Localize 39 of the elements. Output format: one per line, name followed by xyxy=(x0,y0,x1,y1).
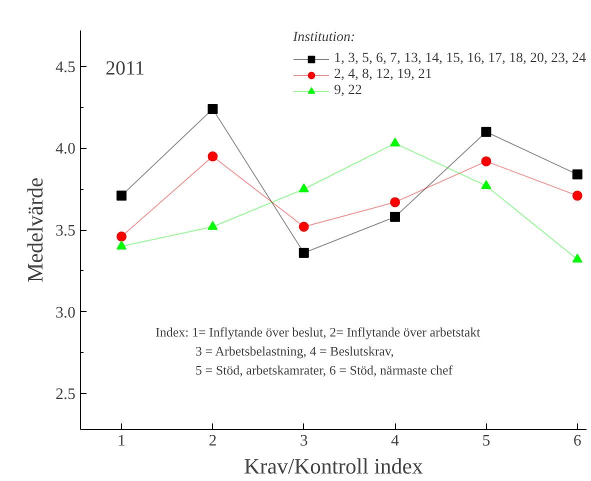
point xyxy=(390,138,400,146)
legend-title: Institution: xyxy=(293,30,356,46)
point xyxy=(208,221,218,230)
x-tick-label: 1 xyxy=(118,432,126,450)
legend-label: 2, 4, 8, 12, 19, 21 xyxy=(334,67,432,83)
legend-label: 1, 3, 5, 6, 7, 13, 14, 15, 16, 17, 18, 20, 23, 24 xyxy=(334,51,586,67)
y-axis-title: Medelvärde xyxy=(22,177,48,283)
point xyxy=(481,180,492,189)
y-tick-label: 3.0 xyxy=(56,304,76,322)
point xyxy=(298,222,309,232)
point xyxy=(208,104,218,114)
y-tick-label: 4.5 xyxy=(56,58,76,76)
x-tick-label: 3 xyxy=(300,432,308,450)
point xyxy=(481,156,492,166)
point xyxy=(572,190,582,201)
x-tick-label: 5 xyxy=(482,432,490,450)
point xyxy=(298,183,309,192)
y-tick-label: 4.0 xyxy=(56,140,76,158)
annotation: Index: 1= Inflytande över beslut, 2= Inflytande över arbetstakt xyxy=(156,324,481,340)
point xyxy=(572,169,582,180)
point xyxy=(116,232,127,242)
x-tick-label: 2 xyxy=(208,432,217,450)
x-axis-title: Krav/Kontroll index xyxy=(244,454,424,478)
y-tick-label: 3.5 xyxy=(56,222,76,240)
x-tick-label: 6 xyxy=(573,432,582,450)
legend-label: 9, 22 xyxy=(334,83,362,99)
point xyxy=(572,254,582,263)
y-tick-label: 2.5 xyxy=(56,386,76,404)
x-tick-label: 4 xyxy=(391,432,400,450)
point xyxy=(116,190,127,201)
annotation: 5 = Stöd, arbetskamrater, 6 = Stöd, närmaste chef xyxy=(196,362,454,378)
point xyxy=(298,248,309,258)
point xyxy=(481,126,492,137)
annotation: 3 = Arbetsbelastning, 4 = Beslutskrav, xyxy=(196,344,394,358)
point xyxy=(208,151,218,162)
text: 2011 xyxy=(106,58,145,80)
point xyxy=(390,212,400,222)
point xyxy=(116,240,127,250)
point xyxy=(390,197,400,208)
